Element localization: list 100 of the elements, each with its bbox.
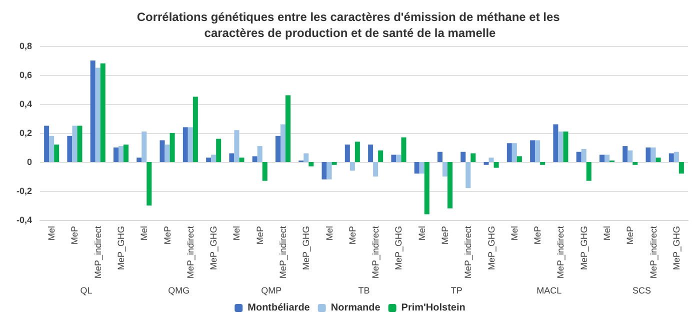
bar xyxy=(604,154,610,162)
bar xyxy=(419,162,424,174)
x-tick-label: MeP_GHG xyxy=(394,226,404,270)
bar xyxy=(424,162,430,214)
bar xyxy=(650,148,656,162)
bar xyxy=(77,126,82,162)
bar xyxy=(211,154,216,162)
bar xyxy=(437,152,442,162)
bar xyxy=(470,153,476,162)
x-tick-label: Mel xyxy=(602,226,612,241)
y-tick-label: 0,4 xyxy=(19,99,32,109)
x-tick-label: Mel xyxy=(139,226,150,241)
bar xyxy=(142,132,147,162)
bar xyxy=(581,148,586,162)
text: QMG xyxy=(168,286,190,296)
bar xyxy=(252,156,258,162)
bar xyxy=(656,158,661,162)
bar xyxy=(44,126,50,162)
bar xyxy=(373,162,378,176)
x-tick-label: MeP xyxy=(162,226,172,245)
bar xyxy=(622,146,628,162)
bar xyxy=(678,162,684,174)
bar xyxy=(280,124,286,162)
bar xyxy=(576,152,582,162)
x-tick-label: MeP_indirect xyxy=(185,226,196,279)
bar xyxy=(632,162,638,165)
bar xyxy=(164,144,170,162)
x-tick-label: MeP_indirect xyxy=(648,226,658,279)
bar xyxy=(262,162,268,181)
bar xyxy=(332,162,337,165)
bar xyxy=(95,68,100,162)
y-tick-label: 0 xyxy=(26,157,32,167)
bar xyxy=(540,162,546,165)
bar xyxy=(391,154,396,162)
bar xyxy=(344,144,350,162)
x-tick-label: Mel xyxy=(46,226,57,241)
bar xyxy=(414,162,420,174)
y-tick-label: -0,4 xyxy=(16,215,32,225)
bar xyxy=(100,63,106,162)
x-tick-label: MeP_indirect xyxy=(278,226,288,279)
legend-label: Prim'Holstein xyxy=(401,302,466,314)
bar xyxy=(49,136,54,162)
bar xyxy=(668,153,674,162)
bar xyxy=(170,133,175,162)
x-tick-label: MeP_GHG xyxy=(208,226,219,270)
bar xyxy=(488,158,494,162)
x-tick-label: MeP_indirect xyxy=(556,226,566,279)
x-tick-label: MeP_GHG xyxy=(116,226,126,270)
bar xyxy=(350,162,355,171)
bar xyxy=(442,162,448,176)
bar xyxy=(113,148,118,162)
bar xyxy=(599,154,604,162)
x-tick-label: MeP_indirect xyxy=(370,226,381,279)
bar xyxy=(401,137,406,162)
bar xyxy=(286,95,291,162)
x-tick-label: Mel xyxy=(509,226,520,241)
bar xyxy=(368,144,374,162)
bar xyxy=(530,140,536,162)
bar xyxy=(558,132,564,162)
bar xyxy=(188,127,193,162)
y-tick-label: 0,6 xyxy=(19,70,32,80)
bar xyxy=(674,152,679,162)
chart-title: Corrélations génétiques entre les caractères d'émission de méthane et les caractères de production et de santé de la mamelle xyxy=(136,10,564,40)
bar xyxy=(506,143,512,162)
text: TB xyxy=(358,286,370,296)
text: TP xyxy=(450,286,462,296)
x-tick-label: MeP_indirect xyxy=(92,226,103,279)
bar xyxy=(448,162,453,208)
legend-label: Normande xyxy=(330,302,381,314)
bar xyxy=(460,152,466,162)
bar xyxy=(354,142,360,162)
bar xyxy=(535,140,540,162)
bar xyxy=(136,158,142,162)
bar xyxy=(234,130,240,162)
x-tick-label: MeP_GHG xyxy=(301,226,312,270)
bar xyxy=(118,146,124,162)
bar xyxy=(646,148,651,162)
bar xyxy=(229,153,234,162)
x-tick-label: MeP_GHG xyxy=(486,226,496,270)
y-tick-label: 0,8 xyxy=(19,41,32,51)
bar xyxy=(308,162,314,166)
x-tick-label: MeP xyxy=(625,226,636,245)
x-tick-label: MeP xyxy=(70,226,80,245)
bar xyxy=(396,154,402,162)
bar xyxy=(124,144,129,162)
y-tick-label: 0,2 xyxy=(19,128,32,138)
bar xyxy=(553,124,558,162)
x-tick-label: MeP xyxy=(440,226,450,245)
bar xyxy=(182,127,188,162)
x-tick-label: Mel xyxy=(324,226,334,241)
bar xyxy=(54,144,60,162)
bar xyxy=(563,132,568,162)
text: SCS xyxy=(632,286,651,296)
x-tick-label: MeP_GHG xyxy=(578,226,589,270)
x-tick-label: Mel xyxy=(416,226,427,241)
bar xyxy=(586,162,592,181)
text: MACL xyxy=(536,286,562,296)
bar xyxy=(72,126,78,162)
x-tick-label: MeP xyxy=(347,226,358,245)
text: QMP xyxy=(261,286,282,296)
